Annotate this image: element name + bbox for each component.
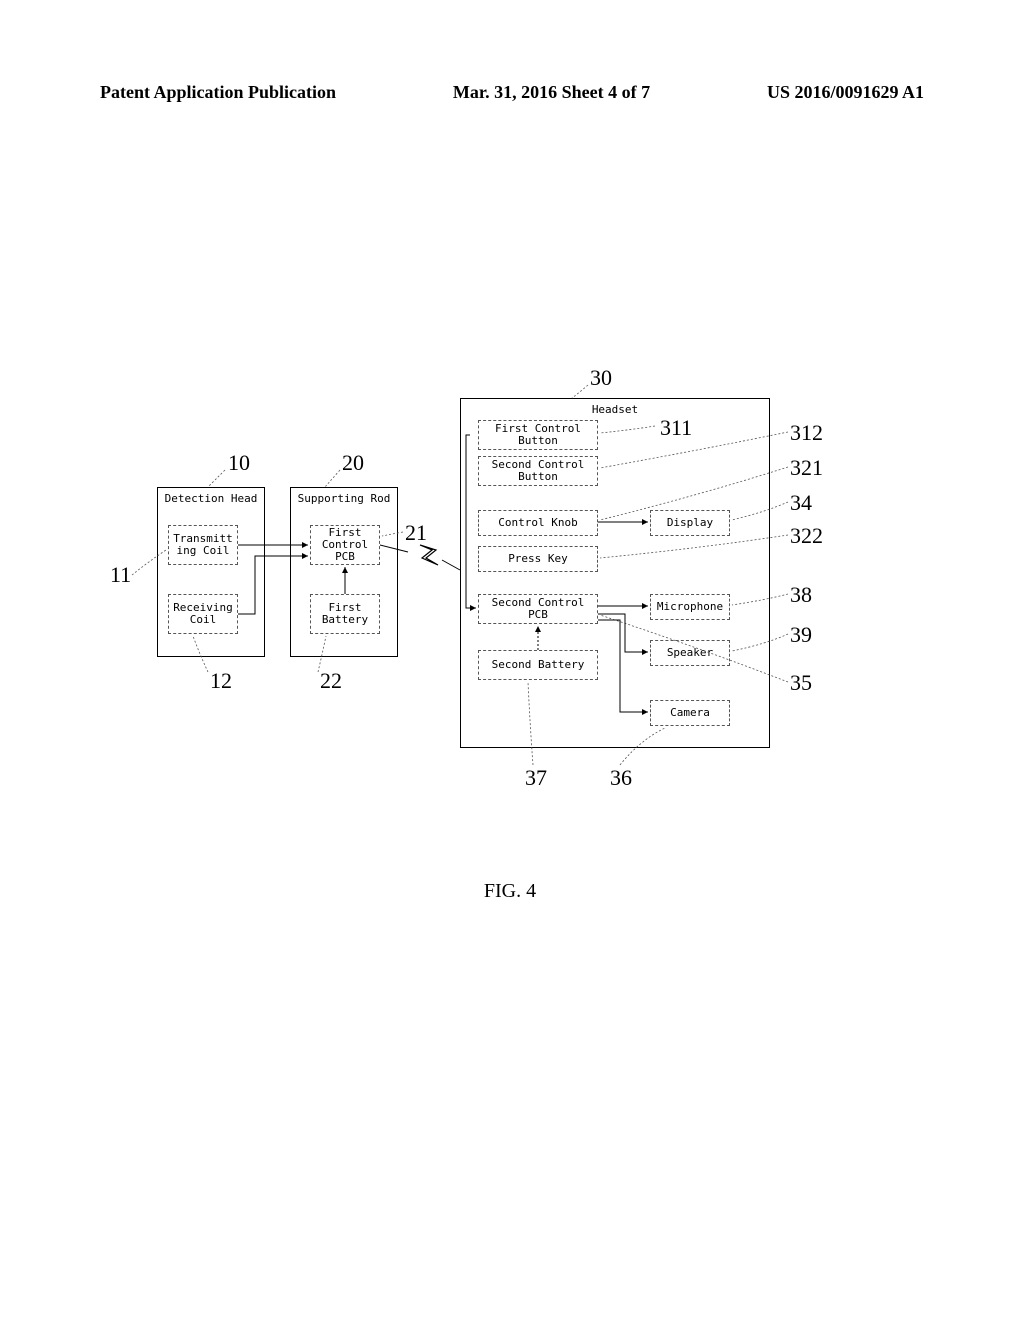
second-battery: Second Battery bbox=[478, 650, 598, 680]
ref-38: 38 bbox=[790, 582, 812, 608]
ref-20: 20 bbox=[342, 450, 364, 476]
ref-30: 30 bbox=[590, 365, 612, 391]
ref-39: 39 bbox=[790, 622, 812, 648]
ref-21: 21 bbox=[405, 520, 427, 546]
ref-321: 321 bbox=[790, 455, 823, 481]
block-headset: Headset bbox=[460, 398, 770, 748]
display: Display bbox=[650, 510, 730, 536]
detection-head-title: Detection Head bbox=[158, 492, 264, 505]
ref-312: 312 bbox=[790, 420, 823, 446]
camera: Camera bbox=[650, 700, 730, 726]
headset-title: Headset bbox=[461, 403, 769, 416]
ref-37: 37 bbox=[525, 765, 547, 791]
speaker: Speaker bbox=[650, 640, 730, 666]
first-battery: First Battery bbox=[310, 594, 380, 634]
first-control-pcb: First Control PCB bbox=[310, 525, 380, 565]
ref-36: 36 bbox=[610, 765, 632, 791]
ref-311: 311 bbox=[660, 415, 692, 441]
supporting-rod-title: Supporting Rod bbox=[291, 492, 397, 505]
control-knob: Control Knob bbox=[478, 510, 598, 536]
ref-22: 22 bbox=[320, 668, 342, 694]
ref-322: 322 bbox=[790, 523, 823, 549]
transmitting-coil: Transmitt ing Coil bbox=[168, 525, 238, 565]
receiving-coil: Receiving Coil bbox=[168, 594, 238, 634]
ref-11: 11 bbox=[110, 562, 131, 588]
second-control-pcb: Second Control PCB bbox=[478, 594, 598, 624]
ref-10: 10 bbox=[228, 450, 250, 476]
ref-35: 35 bbox=[790, 670, 812, 696]
first-control-button: First Control Button bbox=[478, 420, 598, 450]
ref-34: 34 bbox=[790, 490, 812, 516]
figure-label: FIG. 4 bbox=[470, 880, 550, 903]
microphone: Microphone bbox=[650, 594, 730, 620]
ref-12: 12 bbox=[210, 668, 232, 694]
press-key: Press Key bbox=[478, 546, 598, 572]
diagram-area: Detection Head Transmitt ing Coil Receiv… bbox=[0, 0, 1024, 1320]
second-control-button: Second Control Button bbox=[478, 456, 598, 486]
